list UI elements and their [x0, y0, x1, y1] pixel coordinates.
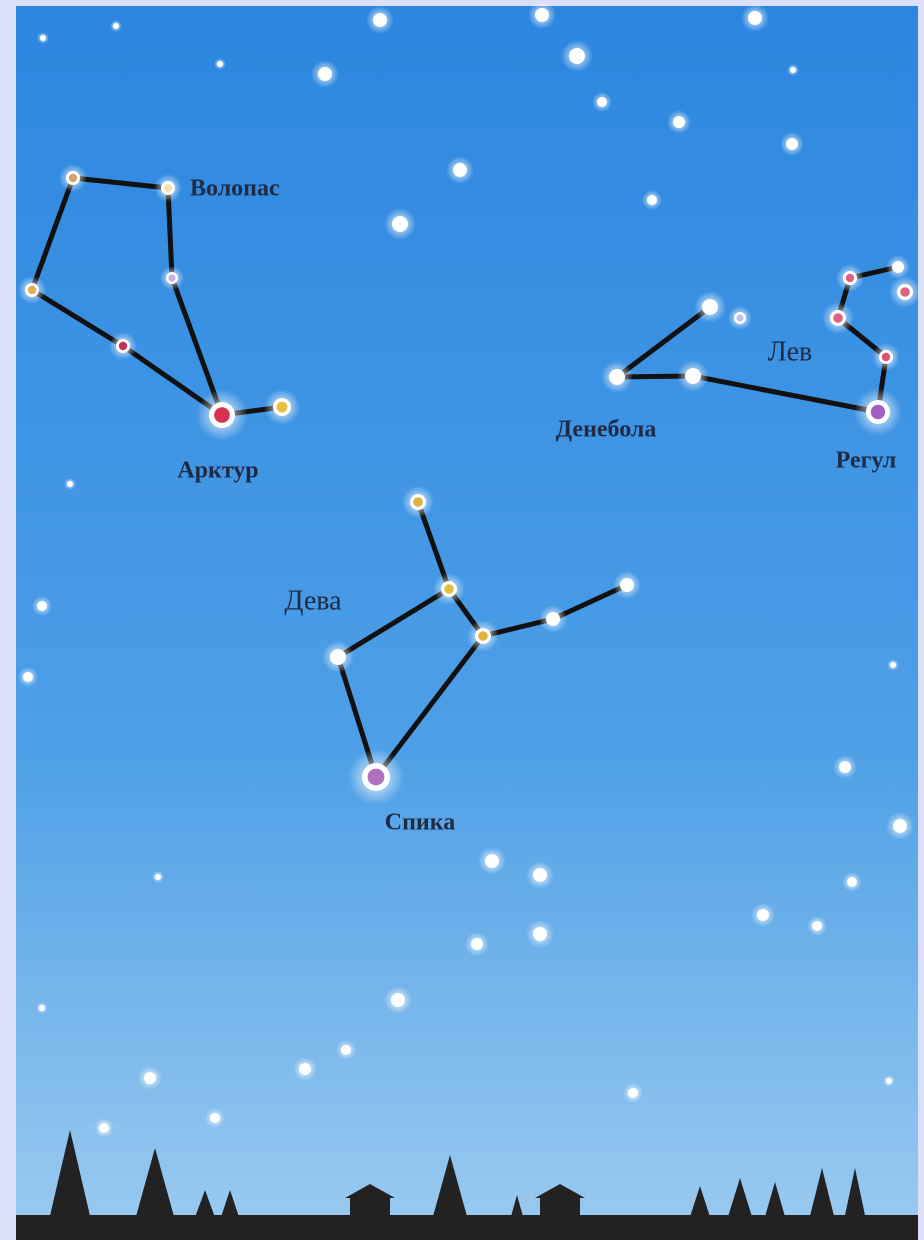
star	[299, 1063, 311, 1075]
star-core	[164, 184, 172, 192]
star	[113, 23, 119, 29]
star-core	[871, 405, 885, 419]
star	[373, 13, 387, 27]
star	[647, 195, 657, 205]
star-core	[846, 274, 854, 282]
star-core	[119, 342, 127, 350]
star-core	[478, 631, 488, 641]
star-map: Волопас Арктур Лев Денебола Регул Дева С…	[0, 0, 924, 1240]
star	[533, 868, 547, 882]
star-core	[833, 313, 843, 323]
star-name: Регул	[836, 448, 897, 474]
star	[155, 874, 161, 880]
star	[673, 116, 685, 128]
star	[702, 299, 718, 315]
star	[685, 368, 701, 384]
star	[892, 261, 904, 273]
star-core	[277, 402, 288, 413]
star	[893, 819, 907, 833]
star	[330, 649, 346, 665]
star	[453, 163, 467, 177]
star	[569, 48, 585, 64]
star	[886, 1078, 892, 1084]
star-core	[28, 286, 36, 294]
star-name: Арктур	[177, 458, 258, 484]
star	[217, 61, 223, 67]
star-core	[736, 314, 743, 321]
star	[391, 993, 405, 1007]
star	[99, 1123, 109, 1133]
page: {"constellations": [ {"name": "Волопас",…	[0, 0, 924, 1240]
constellation-name: Волопас	[190, 176, 280, 202]
star-name: Денебола	[556, 417, 657, 443]
star	[620, 578, 634, 592]
star	[37, 601, 47, 611]
constellation-name: Лев	[768, 336, 812, 367]
star	[144, 1072, 156, 1084]
house	[350, 1198, 390, 1220]
star	[341, 1045, 351, 1055]
star	[485, 854, 499, 868]
star	[471, 938, 483, 950]
star-core	[168, 274, 175, 281]
star	[757, 909, 769, 921]
star	[533, 927, 547, 941]
star	[748, 11, 762, 25]
star	[392, 216, 408, 232]
star	[628, 1088, 638, 1098]
star-core	[444, 584, 454, 594]
star	[609, 369, 625, 385]
star-core	[214, 407, 230, 423]
star	[597, 97, 607, 107]
star	[546, 612, 560, 626]
star	[210, 1113, 220, 1123]
house	[540, 1198, 580, 1220]
star-core	[368, 769, 385, 786]
star-core	[413, 497, 423, 507]
star	[847, 877, 857, 887]
star	[318, 67, 332, 81]
star	[890, 662, 896, 668]
star	[535, 8, 549, 22]
star-core	[900, 287, 910, 297]
star	[39, 1005, 45, 1011]
sky	[16, 6, 918, 1240]
star	[839, 761, 851, 773]
star-name: Спика	[385, 810, 455, 836]
star	[67, 481, 73, 487]
star	[790, 67, 796, 73]
star	[786, 138, 798, 150]
star-core	[69, 174, 77, 182]
constellation-name: Дева	[284, 585, 342, 616]
star	[23, 672, 33, 682]
star	[40, 35, 46, 41]
star	[812, 921, 822, 931]
star-core	[882, 353, 890, 361]
